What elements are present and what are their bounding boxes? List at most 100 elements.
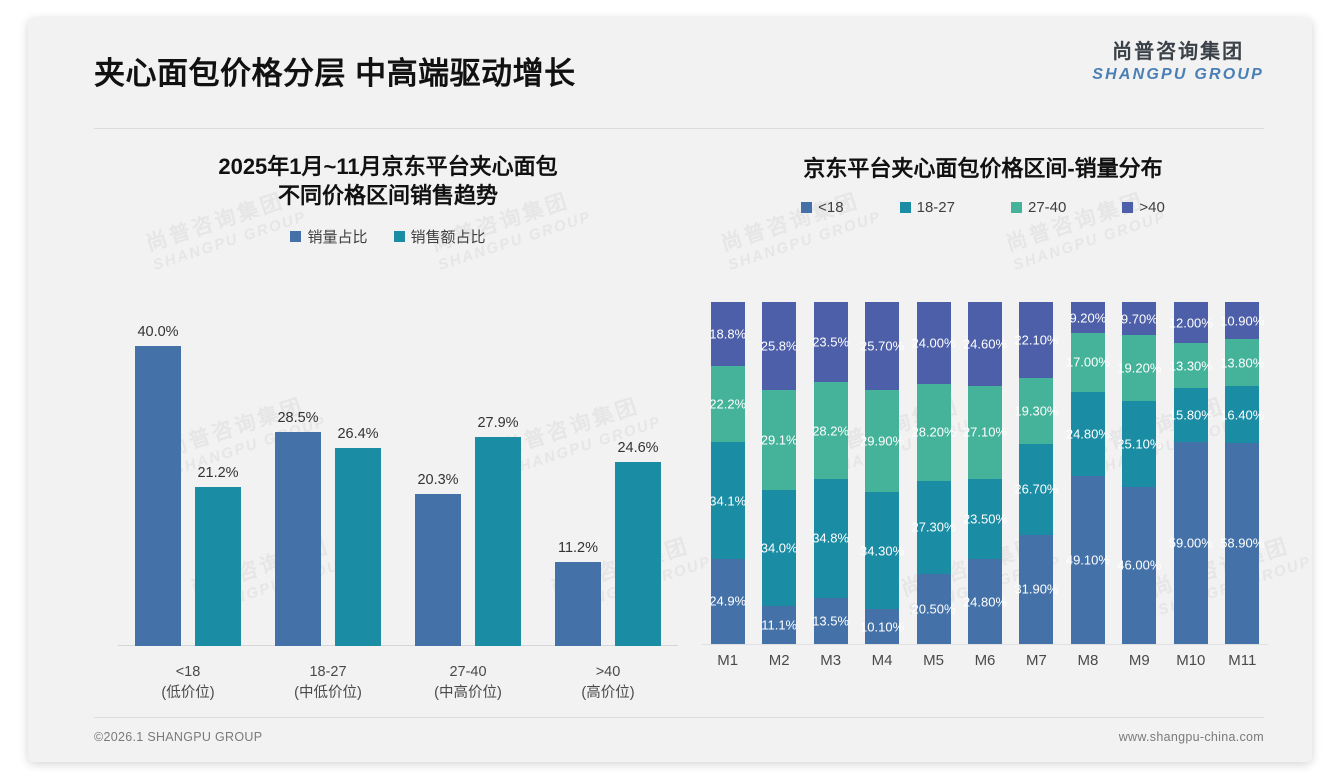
bar-amount[interactable]: 27.9%: [475, 415, 521, 646]
stack-segment-27-40[interactable]: 22.2%: [709, 366, 747, 443]
stack-segment-27-40[interactable]: 13.80%: [1220, 339, 1264, 387]
stack-segment-label: 34.30%: [860, 543, 905, 559]
stack-segment->40[interactable]: 9.70%: [1121, 302, 1158, 336]
stack-segment-27-40[interactable]: 29.90%: [860, 389, 904, 493]
stack-segment-27-40[interactable]: 28.2%: [812, 382, 850, 479]
stacked-bar[interactable]: 25.8% 29.1% 34.0% 11.1%: [761, 302, 798, 644]
stacked-bar[interactable]: 22.10% 19.30% 26.70% 31.90%: [1014, 302, 1058, 644]
stack-segment-<18[interactable]: 24.9%: [709, 558, 746, 644]
month-label: M4: [871, 652, 893, 669]
x-axis-category-label: 18-27 (中低价位): [258, 662, 398, 704]
stack-segment-<18[interactable]: 58.90%: [1220, 442, 1264, 645]
bar-amount[interactable]: 21.2%: [195, 465, 241, 646]
stack-segment-label: 28.2%: [812, 423, 850, 439]
bar-volume[interactable]: 20.3%: [415, 472, 461, 646]
stack-segment-18-27[interactable]: 24.80%: [1066, 391, 1110, 477]
left-chart-panel: 2025年1月~11月京东平台夹心面包 不同价格区间销售趋势 销量占比 销售额占比…: [88, 138, 688, 718]
stack-segment-18-27[interactable]: 34.1%: [709, 442, 746, 559]
bar-volume[interactable]: 11.2%: [555, 540, 601, 646]
stack-segment-27-40[interactable]: 13.30%: [1169, 343, 1213, 389]
legend-item-3[interactable]: 27-40: [1011, 199, 1066, 216]
legend-label: 18-27: [916, 199, 955, 217]
stacked-bar[interactable]: 24.60% 27.10% 23.50% 24.80%: [963, 302, 1007, 644]
stack-segment-label: 25.70%: [860, 338, 905, 354]
stack-segment-label: 23.5%: [812, 334, 850, 350]
legend-item-2[interactable]: 销售额占比: [393, 226, 486, 247]
stack-segment-label: 19.20%: [1117, 360, 1162, 376]
stack-segment-<18[interactable]: 24.80%: [963, 559, 1007, 644]
bar-fill: [475, 436, 521, 646]
stack-segment-27-40[interactable]: 19.20%: [1117, 335, 1161, 401]
stack-segment-label: 20.50%: [911, 601, 956, 617]
footer-copyright: ©2026.1 SHANGPU GROUP: [94, 730, 263, 744]
stack-segment-18-27[interactable]: 15.80%: [1169, 388, 1213, 443]
stack-segment-18-27[interactable]: 34.30%: [860, 492, 904, 610]
stack-segment-18-27[interactable]: 34.8%: [812, 478, 849, 598]
stack-segment->40[interactable]: 18.8%: [709, 302, 746, 367]
stack-segment-27-40[interactable]: 17.00%: [1066, 333, 1110, 392]
month-label: M8: [1077, 652, 1099, 669]
stack-segment-18-27[interactable]: 25.10%: [1117, 400, 1161, 487]
stack-segment-27-40[interactable]: 27.10%: [963, 386, 1007, 479]
stacked-bar[interactable]: 12.00% 13.30% 15.80% 59.00%: [1169, 302, 1213, 644]
bar-group: 11.2% 24.6%: [538, 316, 678, 646]
stack-segment-<18[interactable]: 31.90%: [1014, 534, 1058, 644]
bar-amount[interactable]: 26.4%: [335, 426, 381, 646]
stack-segment-<18[interactable]: 59.00%: [1169, 442, 1213, 644]
stack-segment-<18[interactable]: 49.10%: [1066, 476, 1110, 644]
stack-segment-18-27[interactable]: 26.70%: [1014, 443, 1058, 535]
stack-segment->40[interactable]: 22.10%: [1014, 302, 1058, 378]
bar-value-label: 24.6%: [617, 439, 659, 456]
stack-segment-<18[interactable]: 20.50%: [911, 573, 956, 644]
stack-segment-label: 11.1%: [761, 617, 798, 633]
legend-item-2[interactable]: 18-27: [899, 199, 955, 217]
stack-segment->40[interactable]: 12.00%: [1169, 302, 1213, 343]
stack-segment-27-40[interactable]: 29.1%: [761, 390, 798, 490]
footer-website: www.shangpu-china.com: [1118, 730, 1264, 744]
stack-segment-label: 19.30%: [1014, 403, 1059, 419]
stack-segment-18-27[interactable]: 34.0%: [761, 489, 798, 607]
stack-segment->40[interactable]: 24.00%: [911, 302, 956, 385]
stacked-column: 18.8% 22.2% 34.1% 24.9%: [702, 302, 753, 644]
stacked-bar[interactable]: 25.70% 29.90% 34.30% 10.10%: [860, 302, 904, 645]
stack-segment->40[interactable]: 9.20%: [1069, 302, 1106, 334]
stack-segment->40[interactable]: 23.5%: [812, 302, 850, 383]
stack-segment-18-27[interactable]: 23.50%: [963, 478, 1007, 560]
stacked-bar[interactable]: 9.70% 19.20% 25.10% 46.00%: [1117, 302, 1161, 644]
stack-segment->40[interactable]: 10.90%: [1220, 302, 1264, 340]
stack-segment-<18[interactable]: 11.1%: [761, 606, 798, 644]
bar-fill: [335, 448, 381, 646]
stacked-bar[interactable]: 10.90% 13.80% 16.40% 58.90%: [1220, 302, 1264, 645]
stack-segment-<18[interactable]: 46.00%: [1117, 486, 1161, 644]
stack-segment-label: 13.80%: [1220, 355, 1265, 371]
bar-volume[interactable]: 28.5%: [275, 410, 321, 646]
stack-segment->40[interactable]: 25.70%: [860, 302, 904, 390]
stack-segment-27-40[interactable]: 19.30%: [1014, 377, 1058, 444]
stack-segment-<18[interactable]: 10.10%: [860, 609, 904, 645]
stacked-bar[interactable]: 9.20% 17.00% 24.80% 49.10%: [1066, 302, 1110, 644]
stack-segment-label: 22.2%: [709, 396, 747, 412]
stacked-bar[interactable]: 18.8% 22.2% 34.1% 24.9%: [709, 302, 747, 644]
stacked-bar[interactable]: 24.00% 28.20% 27.30% 20.50%: [911, 302, 956, 644]
logo-english-text: SHANGPU GROUP: [1092, 66, 1264, 83]
bar-value-label: 28.5%: [277, 410, 319, 427]
stacked-bar[interactable]: 23.5% 28.2% 34.8% 13.5%: [812, 302, 850, 644]
legend-label: 销量占比: [307, 229, 368, 247]
stack-segment-27-40[interactable]: 28.20%: [911, 384, 956, 481]
month-label: M11: [1228, 652, 1257, 669]
stacked-column: 25.8% 29.1% 34.0% 11.1%: [753, 302, 804, 644]
left-chart-title-line1: 2025年1月~11月京东平台夹心面包: [218, 154, 558, 179]
legend-item-1[interactable]: 销量占比: [290, 226, 368, 247]
legend-item-4[interactable]: >40: [1122, 199, 1165, 216]
stack-segment->40[interactable]: 24.60%: [963, 302, 1007, 387]
bar-amount[interactable]: 24.6%: [615, 440, 661, 646]
stack-segment-<18[interactable]: 13.5%: [812, 597, 849, 644]
stacked-column: 10.90% 13.80% 16.40% 58.90%: [1217, 302, 1268, 645]
legend-item-1[interactable]: <18: [801, 199, 844, 216]
stack-segment->40[interactable]: 25.8%: [761, 302, 798, 391]
legend-swatch-icon: [393, 231, 405, 243]
stack-segment-18-27[interactable]: 27.30%: [911, 480, 956, 574]
category-sublabel: (高价位): [581, 684, 635, 701]
bar-volume[interactable]: 40.0%: [135, 324, 181, 646]
stack-segment-18-27[interactable]: 16.40%: [1220, 386, 1264, 443]
